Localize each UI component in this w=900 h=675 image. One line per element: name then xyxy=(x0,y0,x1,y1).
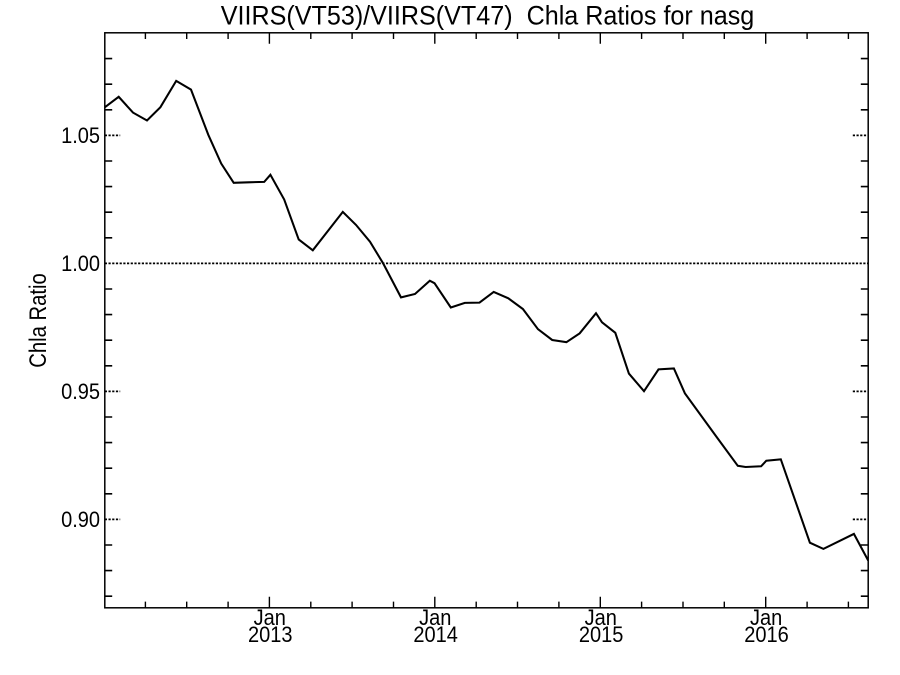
svg-text:0.90: 0.90 xyxy=(61,508,100,532)
svg-text:Jan: Jan xyxy=(254,606,286,630)
svg-text:1.00: 1.00 xyxy=(61,252,100,276)
svg-text:Jan: Jan xyxy=(585,606,617,630)
svg-text:Jan: Jan xyxy=(419,606,451,630)
svg-text:Chla Ratio: Chla Ratio xyxy=(25,273,52,368)
svg-text:Jan: Jan xyxy=(750,606,782,630)
svg-text:2016: 2016 xyxy=(744,623,789,647)
svg-text:2015: 2015 xyxy=(579,623,624,647)
svg-text:1.05: 1.05 xyxy=(61,124,100,148)
svg-text:2014: 2014 xyxy=(413,623,458,647)
svg-text:2013: 2013 xyxy=(248,623,293,647)
svg-text:VIIRS(VT53)/VIIRS(VT47) Chla: VIIRS(VT53)/VIIRS(VT47) Chla Ratios for … xyxy=(221,0,755,31)
svg-text:0.95: 0.95 xyxy=(61,380,100,404)
